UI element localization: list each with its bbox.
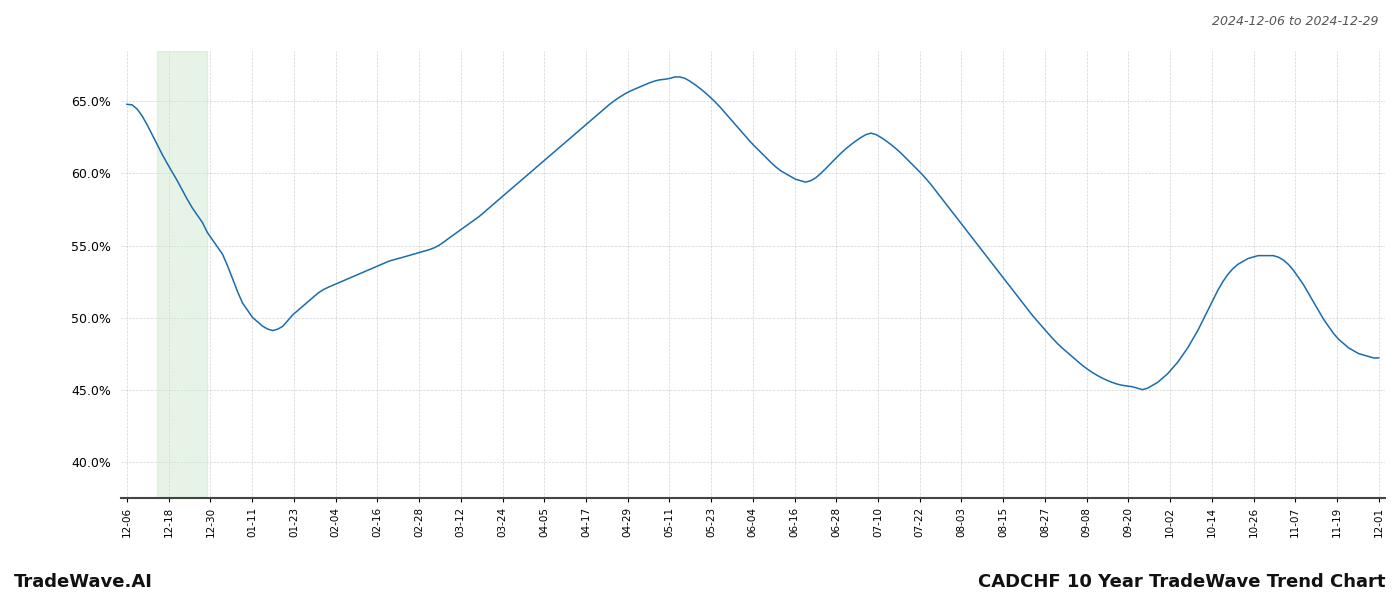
- Text: TradeWave.AI: TradeWave.AI: [14, 573, 153, 591]
- Text: 2024-12-06 to 2024-12-29: 2024-12-06 to 2024-12-29: [1212, 15, 1379, 28]
- Text: CADCHF 10 Year TradeWave Trend Chart: CADCHF 10 Year TradeWave Trend Chart: [979, 573, 1386, 591]
- Bar: [157, 51, 207, 498]
